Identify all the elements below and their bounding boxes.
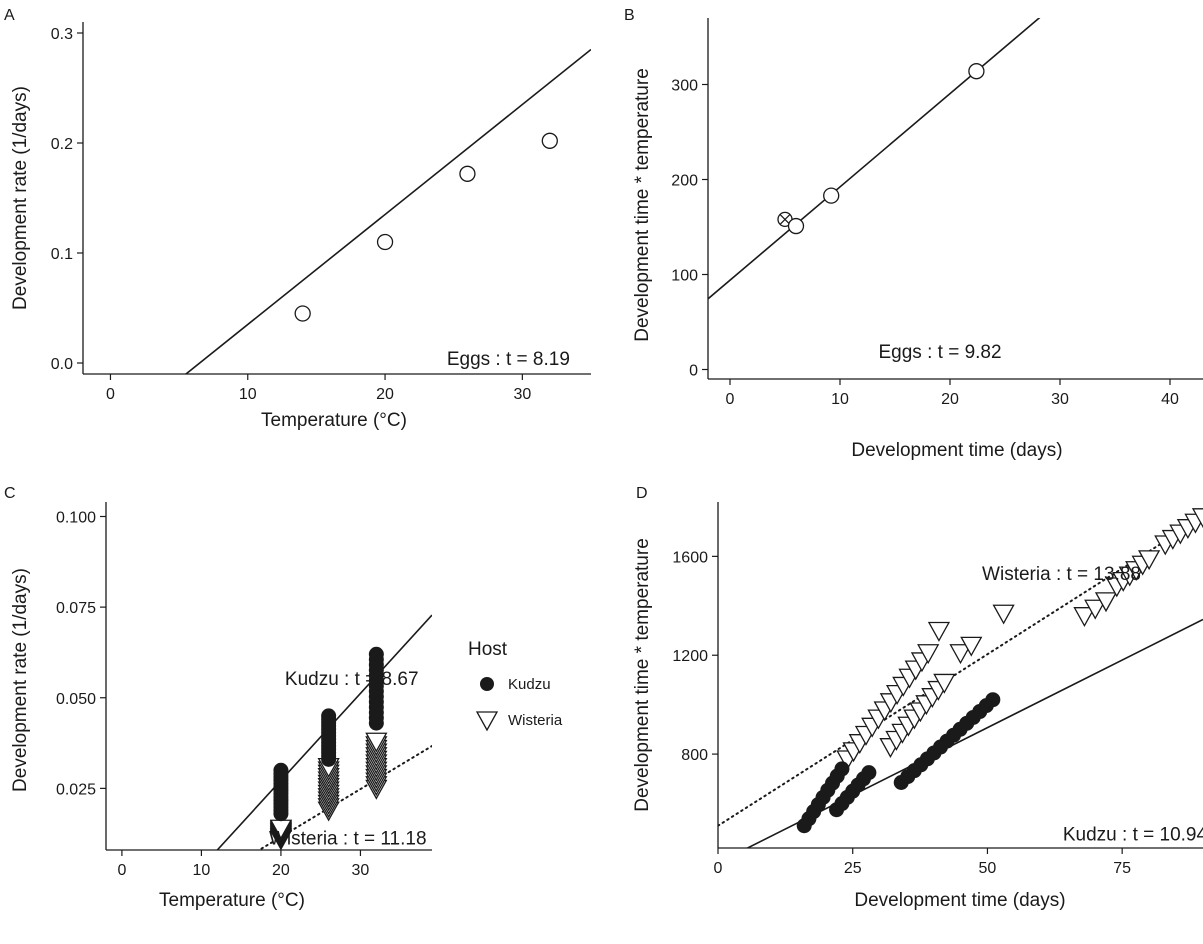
panel-b-data-point — [823, 187, 840, 204]
panel-b-x-tick-label: 0 — [726, 391, 735, 408]
panel-d-wisteria-data-point — [960, 636, 983, 657]
panel-b-y-tick-label: 0 — [689, 363, 698, 380]
panel-d-axes: 0 25 50 75 800 1200 1600 — [672, 502, 1203, 877]
legend-title: Host — [468, 639, 508, 660]
panel-a-letter: A — [4, 7, 15, 24]
panel-a-data-point — [459, 165, 476, 182]
panel-c-letter: C — [4, 485, 16, 502]
panel-b: B 0 10 20 30 40 0 100 200 300 Development time (… — [624, 7, 1203, 461]
panel-a-x-tick-label: 0 — [106, 386, 115, 403]
panel-a-x-tick-label: 10 — [239, 386, 257, 403]
panel-d-y-tick-label: 1600 — [672, 549, 708, 566]
panel-c-wisteria-data-point — [365, 732, 388, 753]
panel-d-y-tick-label: 800 — [681, 747, 708, 764]
panel-c-kudzu-annotation: Kudzu : t = 8.67 — [285, 669, 419, 690]
panel-b-fit-line — [708, 18, 1041, 300]
panel-c-y-tick-label: 0.075 — [56, 600, 96, 617]
panel-c-axes: 0 10 20 30 0.025 0.050 0.075 0.100 — [56, 502, 432, 879]
panel-a-y-tick-label: 0.3 — [51, 26, 73, 43]
panel-d-x-tick-label: 0 — [714, 860, 723, 877]
panel-a-y-tick-label: 0.2 — [51, 136, 73, 153]
panel-a-axes: 0 10 20 30 0.0 0.1 0.2 0.3 — [51, 22, 591, 403]
panel-a-plot-area — [184, 48, 591, 374]
panel-a-x-tick-label: 20 — [376, 386, 394, 403]
panel-c-x-tick-label: 20 — [272, 862, 290, 879]
panel-c-x-tick-label: 10 — [193, 862, 211, 879]
panel-b-letter: B — [624, 7, 635, 24]
legend-wisteria-marker — [475, 711, 499, 732]
panel-d-wisteria-data-point — [933, 673, 956, 694]
panel-a-y-tick-label: 0.0 — [51, 356, 73, 373]
panel-d-wisteria-data-point — [917, 644, 940, 665]
legend-kudzu-marker — [480, 677, 494, 691]
panel-c-y-tick-label: 0.025 — [56, 781, 96, 798]
panel-b-axes: 0 10 20 30 40 0 100 200 300 — [671, 18, 1203, 408]
panel-d-wisteria-data-point — [1073, 607, 1096, 628]
panel-d-x-tick-label: 50 — [979, 860, 997, 877]
panel-d-letter: D — [636, 485, 648, 502]
panel-a-data-point — [541, 132, 558, 149]
panel-d-wisteria-data-point — [992, 604, 1015, 625]
panel-d-x-tick-label: 25 — [844, 860, 862, 877]
panel-d-kudzu-data-point — [985, 692, 1001, 708]
panel-b-x-tick-label: 10 — [831, 391, 849, 408]
panel-d-y-tick-label: 1200 — [672, 648, 708, 665]
panel-d-x-tick-label: 75 — [1113, 860, 1131, 877]
panel-d-plot-area — [718, 508, 1203, 848]
panel-c: C 0 10 20 30 0.025 0.050 0.075 0.100 Temperatur… — [4, 485, 563, 911]
panel-b-y-tick-label: 100 — [671, 268, 698, 285]
panel-a-annotation: Eggs : t = 8.19 — [447, 349, 570, 370]
panel-a-data-point — [294, 305, 311, 322]
panel-c-kudzu-data-point — [321, 708, 337, 724]
panel-d-wisteria-data-point — [927, 621, 951, 642]
panel-c-x-tick-label: 0 — [117, 862, 126, 879]
legend-kudzu-label: Kudzu — [508, 676, 551, 693]
panel-a-x-axis-title: Temperature (°C) — [261, 410, 407, 431]
panel-a-data-point — [376, 233, 394, 251]
panel-b-data-point — [787, 217, 805, 235]
legend: Host Kudzu Wisteria — [468, 639, 563, 732]
panel-b-y-tick-label: 300 — [671, 78, 698, 95]
panel-a-fit-line — [184, 48, 591, 374]
panel-b-x-tick-label: 40 — [1161, 391, 1179, 408]
panel-b-plot-area — [708, 18, 1041, 300]
panel-c-plot-area — [216, 614, 432, 850]
panel-b-x-tick-label: 30 — [1051, 391, 1069, 408]
panel-b-x-axis-title: Development time (days) — [851, 440, 1062, 461]
panel-c-y-axis-title: Development rate (1/days) — [10, 568, 31, 792]
panel-c-x-axis-title: Temperature (°C) — [159, 890, 305, 911]
panel-d-kudzu-data-point — [861, 765, 877, 781]
panel-c-wisteria-annotation: Wisteria : t = 11.18 — [269, 829, 427, 850]
panel-b-annotation: Eggs : t = 9.82 — [879, 342, 1002, 363]
panel-a: A 0 10 20 30 0.0 0.1 0.2 0.3 Temperature (°C) D… — [4, 7, 591, 431]
panel-b-y-axis-title: Development time * temperature — [632, 68, 653, 342]
panel-c-kudzu-data-point — [273, 762, 289, 778]
panel-c-y-tick-label: 0.050 — [56, 691, 96, 708]
panel-d-wisteria-annotation: Wisteria : t = 13.88 — [982, 564, 1141, 585]
panel-d-wisteria-data-point — [1138, 550, 1161, 571]
panel-d-y-axis-title: Development time * temperature — [632, 538, 653, 812]
legend-wisteria-label: Wisteria — [508, 712, 563, 729]
panel-d-wisteria-data-point — [949, 644, 972, 665]
panel-a-y-tick-label: 0.1 — [51, 246, 73, 263]
panel-d-wisteria-data-point — [1094, 592, 1118, 613]
panel-d-wisteria-data-point — [1191, 508, 1203, 529]
panel-c-y-tick-label: 0.100 — [56, 510, 96, 527]
panel-d-wisteria-data-point — [1084, 599, 1107, 620]
panel-d: D 0 25 50 75 800 1200 1600 Development time (d… — [632, 485, 1203, 911]
panel-b-x-tick-label: 20 — [941, 391, 959, 408]
panel-d-x-axis-title: Development time (days) — [854, 890, 1065, 911]
panel-a-x-tick-label: 30 — [513, 386, 531, 403]
panel-c-kudzu-data-point — [368, 646, 384, 662]
panel-b-y-tick-label: 200 — [671, 173, 698, 190]
panel-b-data-point — [968, 63, 985, 80]
panel-d-kudzu-data-point — [834, 761, 850, 777]
panel-a-y-axis-title: Development rate (1/days) — [10, 86, 31, 310]
panel-c-x-tick-label: 30 — [352, 862, 370, 879]
panel-d-kudzu-annotation: Kudzu : t = 10.94 — [1063, 825, 1203, 846]
